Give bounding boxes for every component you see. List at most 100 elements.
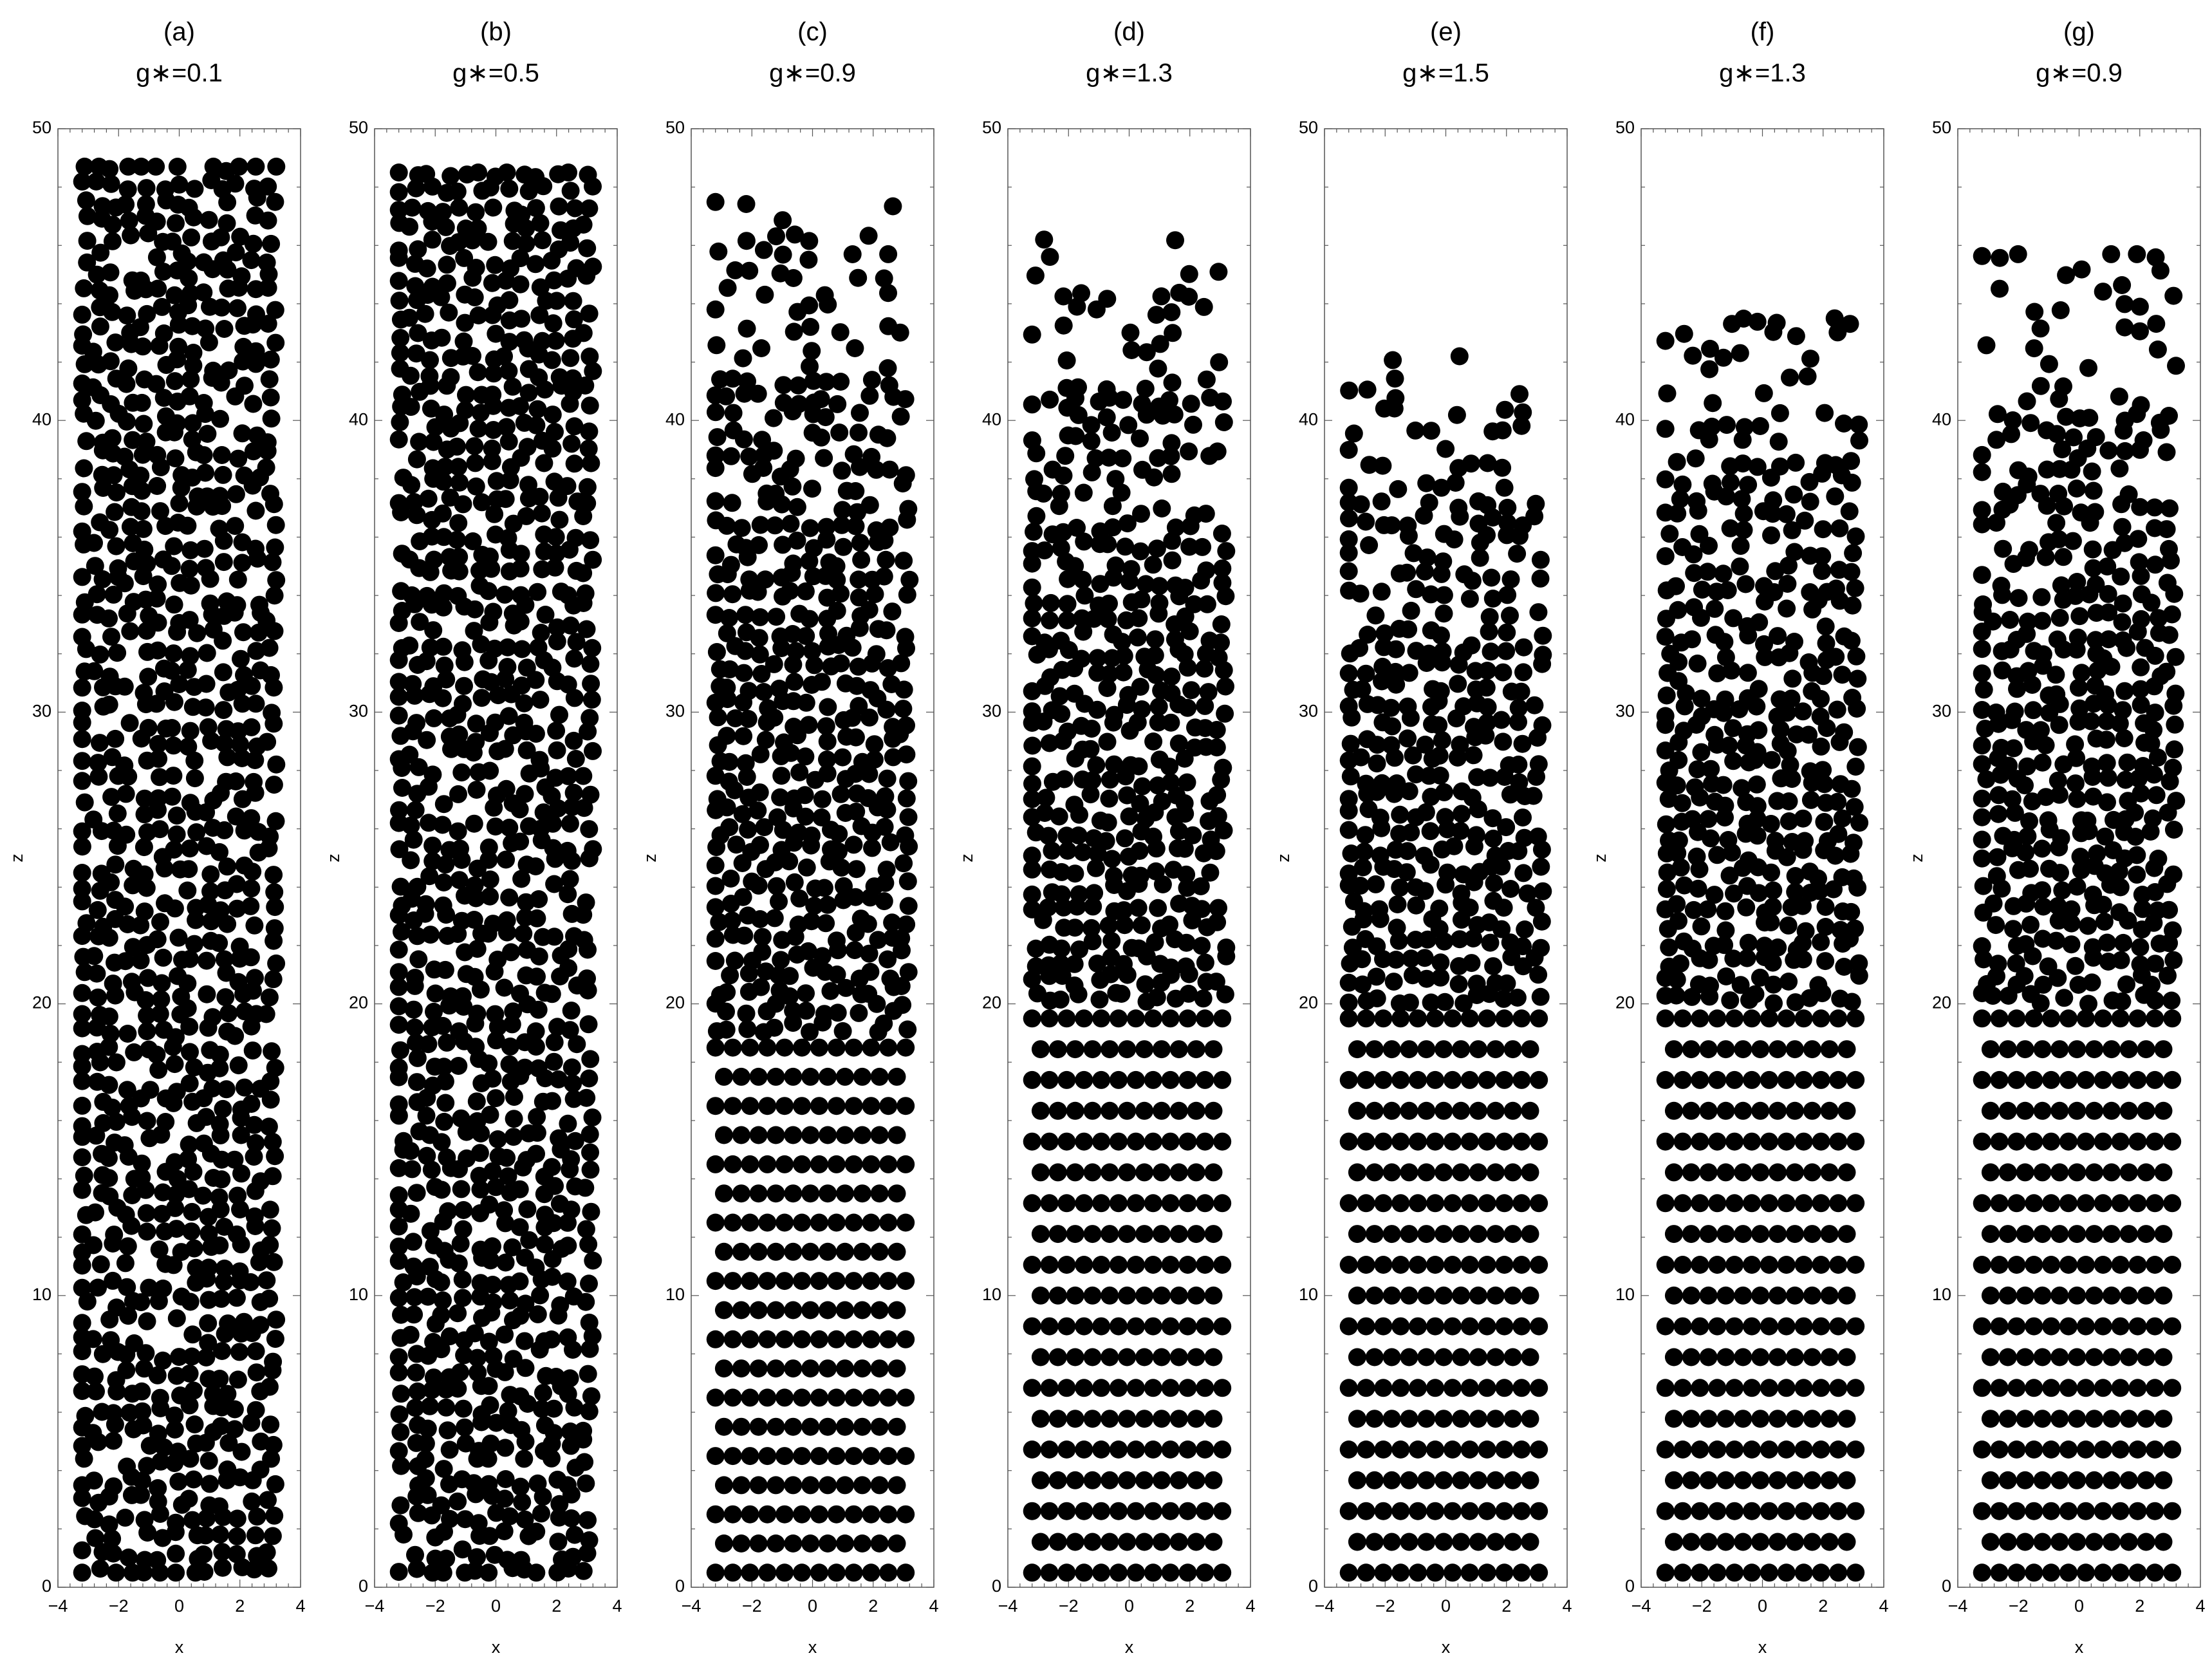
particle (1023, 1256, 1041, 1274)
particle (1512, 1317, 1531, 1336)
particle (419, 1035, 438, 1054)
panel-title: g∗=1.3 (1719, 59, 1806, 88)
particle (1673, 1379, 1692, 1397)
particle (578, 494, 597, 512)
particle (1656, 707, 1675, 725)
particle (897, 1330, 915, 1348)
particle (486, 256, 505, 274)
particle (1040, 1502, 1059, 1520)
particle (391, 1496, 410, 1515)
particle (738, 372, 756, 391)
particle (1716, 648, 1735, 667)
particle (517, 234, 535, 253)
particle (471, 1180, 490, 1198)
particle (783, 477, 802, 496)
particle (1731, 976, 1750, 994)
y-tick-label: 10 (349, 1285, 368, 1304)
particle (1780, 973, 1798, 991)
particle (1339, 1070, 1358, 1089)
particle (1216, 704, 1234, 723)
particle (718, 624, 736, 642)
particle (1714, 776, 1733, 794)
particle (257, 458, 275, 477)
particle (1040, 1256, 1059, 1274)
particle (1339, 697, 1358, 716)
particle (1657, 880, 1676, 899)
particle (170, 1348, 189, 1366)
particle (1786, 993, 1805, 1012)
particle (195, 539, 214, 558)
x-tick-label: −2 (742, 1596, 762, 1616)
particle (518, 438, 537, 456)
particle (753, 928, 772, 946)
particle (1417, 1101, 1436, 1120)
particle (1348, 1471, 1366, 1489)
particle (892, 929, 911, 947)
particle (1187, 1410, 1205, 1428)
particle (196, 1526, 215, 1545)
particle (134, 519, 153, 538)
particle (497, 1148, 516, 1167)
particle (165, 372, 184, 391)
particle (215, 320, 234, 338)
particle (1147, 666, 1166, 684)
particle (1144, 1441, 1162, 1459)
particle (467, 781, 486, 799)
particle (267, 571, 286, 590)
panel-label: (e) (1430, 18, 1462, 46)
particle (500, 180, 519, 198)
particle (210, 1045, 229, 1064)
particle (1400, 1533, 1418, 1551)
particle (1530, 1256, 1548, 1274)
particle (516, 1510, 534, 1529)
particle (107, 1298, 126, 1317)
particle (156, 180, 174, 199)
particle (1460, 1317, 1479, 1336)
particle (1357, 512, 1375, 531)
particle (1501, 570, 1520, 589)
particle (749, 1476, 768, 1495)
particle (1751, 1410, 1770, 1428)
particle (1801, 492, 1819, 511)
particle (1382, 1286, 1401, 1305)
particle (1213, 1379, 1232, 1397)
particle (543, 985, 561, 1003)
particle (392, 1385, 411, 1403)
particle (1041, 390, 1059, 409)
particle (527, 416, 546, 434)
particle (849, 268, 868, 287)
particle (1708, 1441, 1727, 1459)
particle (1391, 1256, 1410, 1274)
particle (99, 1149, 118, 1168)
particle (1812, 1317, 1830, 1336)
particle (1656, 1317, 1675, 1336)
particle (1483, 590, 1502, 608)
particle (1360, 536, 1379, 554)
particle (1092, 1009, 1111, 1028)
particle (148, 930, 167, 949)
particles-group (389, 163, 602, 1582)
particle (441, 1509, 459, 1528)
particle (751, 608, 769, 626)
particle (1180, 622, 1199, 640)
particle (897, 745, 916, 764)
particle (1685, 564, 1704, 583)
particle (1432, 626, 1450, 645)
particle (721, 555, 740, 574)
particle (1129, 609, 1148, 628)
particle (463, 347, 481, 365)
particle (227, 807, 245, 826)
particle (1131, 542, 1150, 561)
particle (827, 557, 846, 575)
particle (1460, 1070, 1479, 1089)
particle (1829, 1070, 1848, 1089)
particle (880, 518, 899, 537)
particle (422, 1161, 441, 1179)
particle (1382, 1101, 1401, 1120)
particle (1048, 1163, 1067, 1182)
particle (709, 708, 727, 727)
particle (1455, 697, 1473, 716)
particle (1778, 575, 1797, 593)
particle (1708, 1194, 1727, 1213)
particle (1724, 719, 1742, 738)
